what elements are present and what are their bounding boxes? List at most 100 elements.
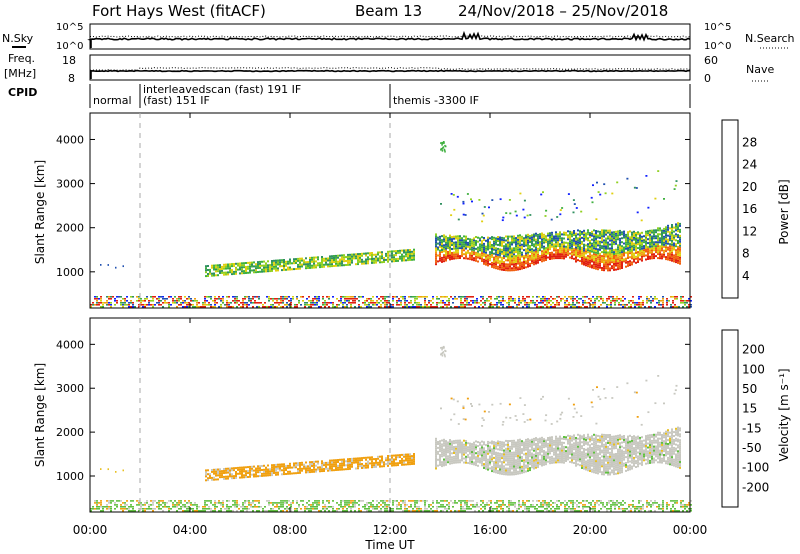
velocity-cell — [442, 506, 444, 508]
velocity-cell — [476, 506, 478, 508]
velocity-cell — [378, 502, 380, 504]
power-cell — [434, 306, 436, 308]
power-cell — [513, 249, 515, 252]
velocity-cell — [265, 470, 267, 473]
velocity-cell — [361, 467, 363, 469]
power-cell — [501, 250, 503, 253]
power-cell — [537, 237, 539, 240]
velocity-cell — [146, 502, 148, 504]
velocity-cell — [382, 502, 384, 504]
velocity-cell — [526, 508, 528, 510]
power-cell — [158, 302, 160, 304]
power-cell — [328, 298, 330, 300]
velocity-cell — [154, 508, 156, 510]
velocity-cell — [302, 500, 304, 502]
velocity-cell — [381, 465, 383, 468]
power-cell — [517, 256, 519, 259]
velocity-cell — [212, 504, 214, 506]
power-cell — [150, 296, 152, 298]
power-cell — [605, 229, 607, 232]
power-cell — [679, 238, 681, 241]
power-cell — [276, 306, 278, 308]
velocity-cell — [382, 506, 384, 508]
power-cell — [501, 252, 503, 255]
velocity-cell — [228, 508, 230, 510]
power-cell — [641, 237, 643, 240]
power-cell — [595, 245, 597, 248]
power-cell — [517, 260, 519, 263]
velocity-cell — [335, 461, 337, 464]
power-cell — [536, 304, 538, 306]
power-cell — [333, 255, 335, 257]
power-cell — [235, 268, 237, 271]
velocity-cell — [564, 510, 566, 512]
power-cell — [380, 300, 382, 302]
power-cell — [607, 235, 609, 238]
power-cell — [585, 236, 587, 239]
velocity-cell — [367, 456, 369, 459]
power-cell — [428, 302, 430, 304]
power-cell — [655, 247, 657, 250]
power-cell — [403, 251, 405, 254]
power-cell — [241, 272, 243, 275]
velocity-cell — [558, 506, 560, 508]
power-cell — [577, 255, 579, 258]
power-cell — [444, 296, 446, 298]
power-cell — [267, 264, 269, 267]
power-cell — [211, 272, 213, 275]
velocity-cell — [457, 451, 459, 454]
power-cell — [675, 253, 677, 256]
power-cell — [507, 237, 509, 240]
power-cell — [280, 300, 282, 302]
power-cell — [525, 260, 527, 263]
power-cell — [508, 304, 510, 306]
power-cell — [485, 249, 487, 252]
power-cell — [657, 170, 660, 172]
velocity-cell — [648, 504, 650, 506]
power-cell — [335, 264, 337, 267]
velocity-cell — [290, 510, 292, 512]
power-cell — [192, 304, 194, 306]
velocity-cell — [138, 508, 140, 510]
velocity-cell — [277, 473, 279, 476]
velocity-cell — [198, 506, 200, 508]
velocity-cell — [213, 476, 215, 479]
power-cell — [607, 263, 609, 266]
velocity-cell — [365, 458, 367, 461]
power-cell — [379, 261, 381, 264]
power-cell — [622, 296, 624, 298]
power-cell — [649, 247, 651, 250]
power-cell — [654, 296, 656, 298]
velocity-cell — [250, 502, 252, 504]
power-cell — [665, 250, 667, 253]
velocity-cell — [449, 458, 451, 461]
cpid-segment-fast151: (fast) 151 IF — [143, 94, 210, 107]
power-cell — [619, 255, 621, 258]
power-cell — [680, 298, 682, 300]
velocity-cell — [342, 500, 344, 502]
velocity-cell — [364, 508, 366, 510]
velocity-cell — [514, 504, 516, 506]
power-cell — [367, 256, 369, 259]
power-cell — [479, 255, 481, 258]
velocity-cell — [174, 500, 176, 502]
power-cell — [90, 304, 92, 306]
ytick-label: 2000 — [56, 222, 84, 235]
power-cell — [501, 266, 503, 269]
power-cell — [507, 263, 509, 266]
power-cell — [443, 246, 445, 249]
power-cell — [229, 269, 231, 272]
power-cell — [677, 230, 679, 233]
power-cell — [214, 298, 216, 300]
velocity-cell — [496, 506, 498, 508]
power-cell — [439, 245, 441, 248]
velocity-cell — [373, 466, 375, 468]
power-cell — [609, 267, 611, 270]
velocity-cell — [426, 508, 428, 510]
power-cell — [537, 241, 539, 244]
power-cell — [579, 246, 581, 249]
power-cell — [437, 236, 439, 239]
power-cell — [579, 252, 581, 254]
velocity-cell — [108, 506, 110, 508]
velocity-cell — [341, 466, 343, 469]
